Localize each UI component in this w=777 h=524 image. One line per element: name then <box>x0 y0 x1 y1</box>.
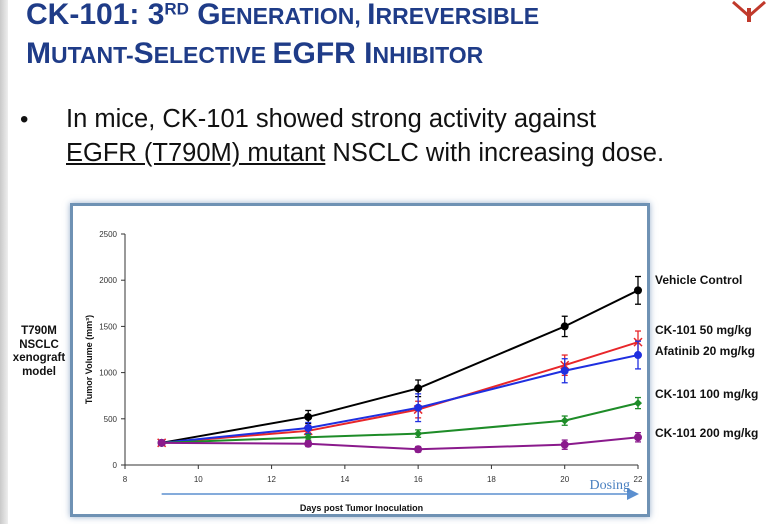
dosing-label: Dosing <box>590 478 630 493</box>
y-tick-label: 1000 <box>99 369 117 378</box>
company-logo-icon <box>732 0 766 22</box>
legend-label-3: CK-101 100 mg/kg <box>655 387 758 401</box>
series-0 <box>157 275 642 447</box>
y-tick-label: 2500 <box>99 230 117 239</box>
x-axis-title: Days post Tumor Inoculation <box>300 503 423 513</box>
x-tick-label: 22 <box>634 475 643 484</box>
bullet-icon: • <box>20 106 29 133</box>
x-tick-label: 20 <box>560 475 569 484</box>
legend-label-0: Vehicle Control <box>655 273 742 287</box>
data-point <box>414 429 423 438</box>
x-tick-label: 8 <box>123 475 128 484</box>
data-point <box>304 439 313 448</box>
y-axis-title: Tumor Volume (mm³) <box>84 315 94 404</box>
data-point <box>560 322 569 331</box>
legend-label-2: Afatinib 20 mg/kg <box>655 344 755 358</box>
data-point <box>304 424 313 433</box>
y-tick-label: 0 <box>113 461 118 470</box>
series-3 <box>157 396 642 447</box>
legend-label-1: CK-101 50 mg/kg <box>655 323 752 337</box>
data-point <box>414 445 423 454</box>
slide-title: CK-101: 3RD GENERATION, IRREVERSIBLE MUT… <box>26 0 540 70</box>
data-point <box>634 351 642 360</box>
x-tick-label: 18 <box>487 475 496 484</box>
x-tick-label: 14 <box>340 475 349 484</box>
series-4 <box>157 432 642 454</box>
y-tick-label: 1500 <box>99 322 117 331</box>
data-point <box>560 440 569 449</box>
data-point <box>414 384 423 393</box>
model-label: T790M NSCLC xenograft model <box>6 325 72 379</box>
data-point <box>304 412 313 421</box>
data-point <box>304 433 313 442</box>
model-label-line: T790M <box>21 325 57 337</box>
series-2 <box>157 340 642 447</box>
legend-label-4: CK-101 200 mg/kg <box>655 426 758 440</box>
model-label-line: xenograft <box>12 352 66 364</box>
x-tick-label: 16 <box>414 475 423 484</box>
bullet-text: In mice, CK-101 showed strong activity a… <box>66 105 665 167</box>
data-point <box>157 438 166 447</box>
y-tick-label: 500 <box>104 415 118 424</box>
data-point <box>560 366 569 375</box>
slide-left-edge <box>0 0 8 524</box>
series-1 <box>157 330 643 448</box>
data-point <box>414 403 423 412</box>
data-point <box>560 416 569 425</box>
data-point <box>634 433 642 442</box>
y-tick-label: 2000 <box>99 276 117 285</box>
model-label-line: NSCLC <box>19 338 59 351</box>
data-point <box>634 399 642 408</box>
x-tick-label: 12 <box>267 475 276 484</box>
data-point <box>634 286 642 295</box>
model-label-line: model <box>22 365 56 378</box>
x-tick-label: 10 <box>194 475 203 484</box>
